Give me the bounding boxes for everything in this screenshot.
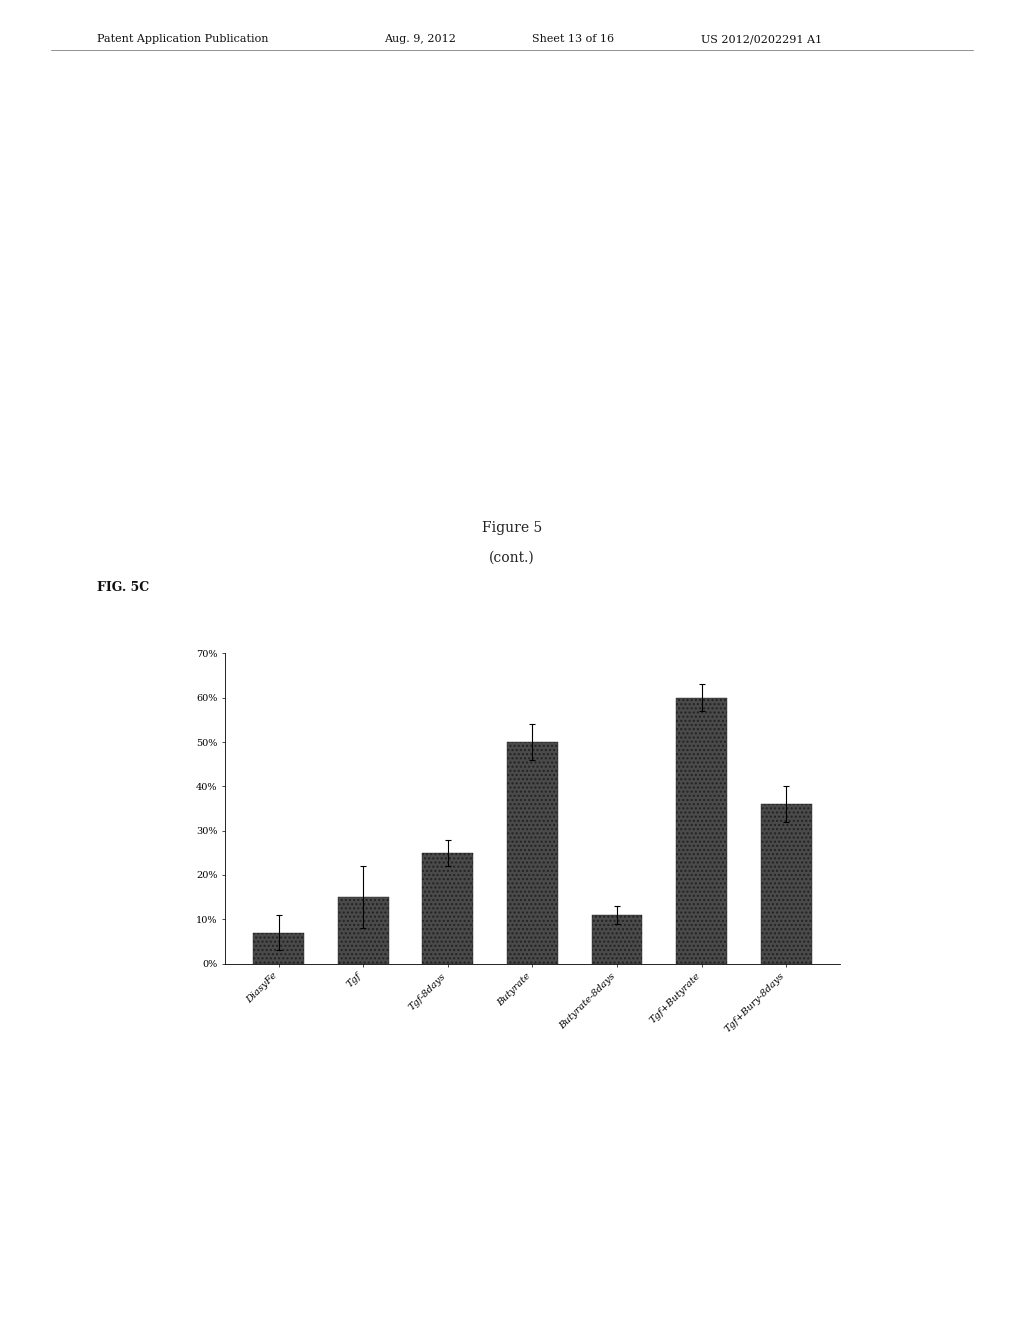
Bar [253,932,304,964]
Bar [507,742,558,964]
Bar [761,804,812,964]
Text: FIG. 5C: FIG. 5C [97,581,150,594]
Bar [592,915,642,964]
Text: Aug. 9, 2012: Aug. 9, 2012 [384,34,456,45]
Text: US 2012/0202291 A1: US 2012/0202291 A1 [701,34,822,45]
Text: (cont.): (cont.) [489,550,535,565]
Text: Sheet 13 of 16: Sheet 13 of 16 [532,34,614,45]
Bar [423,853,473,964]
Bar [338,898,389,964]
Bar [676,698,727,964]
Text: Patent Application Publication: Patent Application Publication [97,34,268,45]
Text: Figure 5: Figure 5 [482,521,542,536]
